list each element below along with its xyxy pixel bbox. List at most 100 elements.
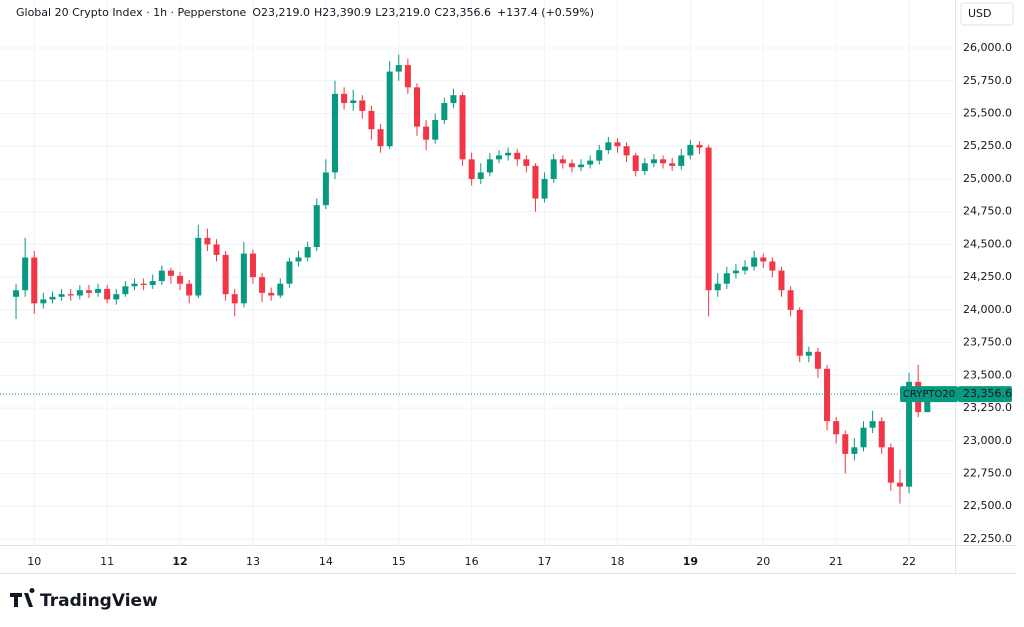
candle-body: [578, 164, 585, 168]
candle-body: [122, 286, 129, 295]
candle-body: [587, 160, 594, 165]
tradingview-logo[interactable]: TradingView: [10, 588, 158, 611]
y-tick-label: 24,250.0: [963, 270, 1012, 283]
candle-body: [878, 421, 885, 448]
candle-body: [113, 294, 120, 300]
candle-body: [149, 281, 156, 286]
candle-body: [240, 253, 247, 304]
candle-body: [477, 172, 484, 179]
last-price-tag: [958, 386, 1012, 403]
symbol-tag: [900, 386, 958, 403]
symbol-title: Global 20 Crypto Index · 1h · Pepperston…: [16, 6, 247, 19]
x-tick-label: 13: [246, 555, 260, 568]
candle-body: [377, 129, 384, 147]
candle-body: [468, 159, 475, 179]
candle-body: [751, 257, 758, 267]
candle-body: [650, 159, 657, 164]
x-tick-label: 21: [829, 555, 843, 568]
logo-icon: [10, 588, 35, 607]
candle-body: [723, 273, 730, 284]
candle-body: [896, 482, 903, 487]
plot-area: [0, 54, 955, 504]
x-tick-label: 10: [27, 555, 41, 568]
candle-body: [259, 277, 266, 293]
y-tick-label: 25,250.0: [963, 139, 1012, 152]
candle-body: [322, 172, 329, 206]
candle-body: [277, 283, 284, 296]
candle-body: [350, 100, 357, 104]
x-tick-label: 17: [538, 555, 552, 568]
candle-body: [22, 257, 29, 291]
brand-name[interactable]: TradingView: [40, 591, 158, 611]
candle-body: [222, 254, 229, 295]
candle-body: [195, 237, 202, 296]
candle-body: [158, 270, 165, 282]
candle-body: [505, 152, 512, 156]
candle-body: [568, 163, 575, 168]
candle-body: [486, 159, 493, 173]
currency-label[interactable]: USD: [968, 7, 992, 20]
candle-body: [732, 270, 739, 274]
ohlc-value: 23,390.9: [322, 6, 371, 19]
candle-body: [796, 309, 803, 356]
candle-body: [632, 155, 639, 172]
candle-body: [742, 266, 749, 271]
candle-body: [204, 237, 211, 245]
candle-body: [678, 155, 685, 166]
ohlc-value: 23,356.6: [442, 6, 491, 19]
y-tick-label: 25,750.0: [963, 74, 1012, 87]
candle-body: [213, 244, 220, 255]
candle-body: [833, 421, 840, 435]
x-tick-label: 12: [172, 555, 187, 568]
x-tick-label: 14: [319, 555, 333, 568]
candle-body: [851, 447, 858, 454]
candle-body: [769, 261, 776, 271]
ohlc-key: C: [434, 6, 442, 19]
y-tick-label: 23,500.0: [963, 368, 1012, 381]
candle-body: [696, 144, 703, 148]
candle-body: [49, 296, 56, 300]
candle-body: [167, 270, 174, 276]
candle-body: [887, 447, 894, 483]
candle-body: [760, 257, 767, 262]
y-tick-label: 25,000.0: [963, 172, 1012, 185]
y-tick-label: 25,500.0: [963, 107, 1012, 120]
y-tick-label: 22,250.0: [963, 532, 1012, 545]
y-tick-label: 26,000.0: [963, 41, 1012, 54]
candle-body: [13, 290, 20, 297]
candle-body: [295, 257, 302, 262]
axes: 22,250.0 22,500.0 22,750.0 23,000.0 23,250.0…: [27, 41, 1012, 568]
grid: [0, 0, 955, 545]
candle-body: [177, 275, 184, 284]
candle-body: [268, 292, 275, 296]
candle-body: [869, 421, 876, 428]
symbol-header: Global 20 Crypto Index · 1h · Pepperston…: [16, 6, 594, 19]
currency-box[interactable]: [960, 2, 1014, 26]
candle-body: [596, 150, 603, 161]
candle-body: [313, 205, 320, 248]
candle-body: [331, 93, 338, 173]
candle-body: [669, 163, 676, 166]
candle-body: [441, 103, 448, 121]
candle-body: [131, 283, 138, 287]
y-tick-label: 24,750.0: [963, 205, 1012, 218]
candle-body: [824, 368, 831, 422]
candle-body: [814, 351, 821, 369]
symbol-tag-label: CRYPTO20: [903, 389, 955, 400]
ohlc-key: O: [252, 6, 261, 19]
candle-body: [605, 142, 612, 151]
candle-body: [413, 87, 420, 127]
candle-body: [705, 147, 712, 291]
candle-body: [924, 394, 931, 413]
candle-body: [787, 290, 794, 310]
candle-body: [459, 95, 466, 160]
x-tick-label: 19: [683, 555, 698, 568]
candle-body: [386, 71, 393, 147]
candle-body: [514, 152, 521, 160]
candle-body: [532, 165, 539, 199]
y-tick-label: 23,000.0: [963, 434, 1012, 447]
candle-body: [304, 247, 311, 258]
candle-body: [660, 159, 667, 164]
